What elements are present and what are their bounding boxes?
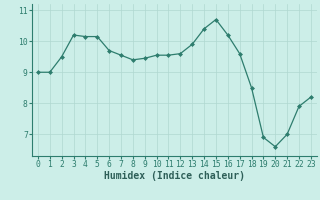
X-axis label: Humidex (Indice chaleur): Humidex (Indice chaleur) [104,171,245,181]
